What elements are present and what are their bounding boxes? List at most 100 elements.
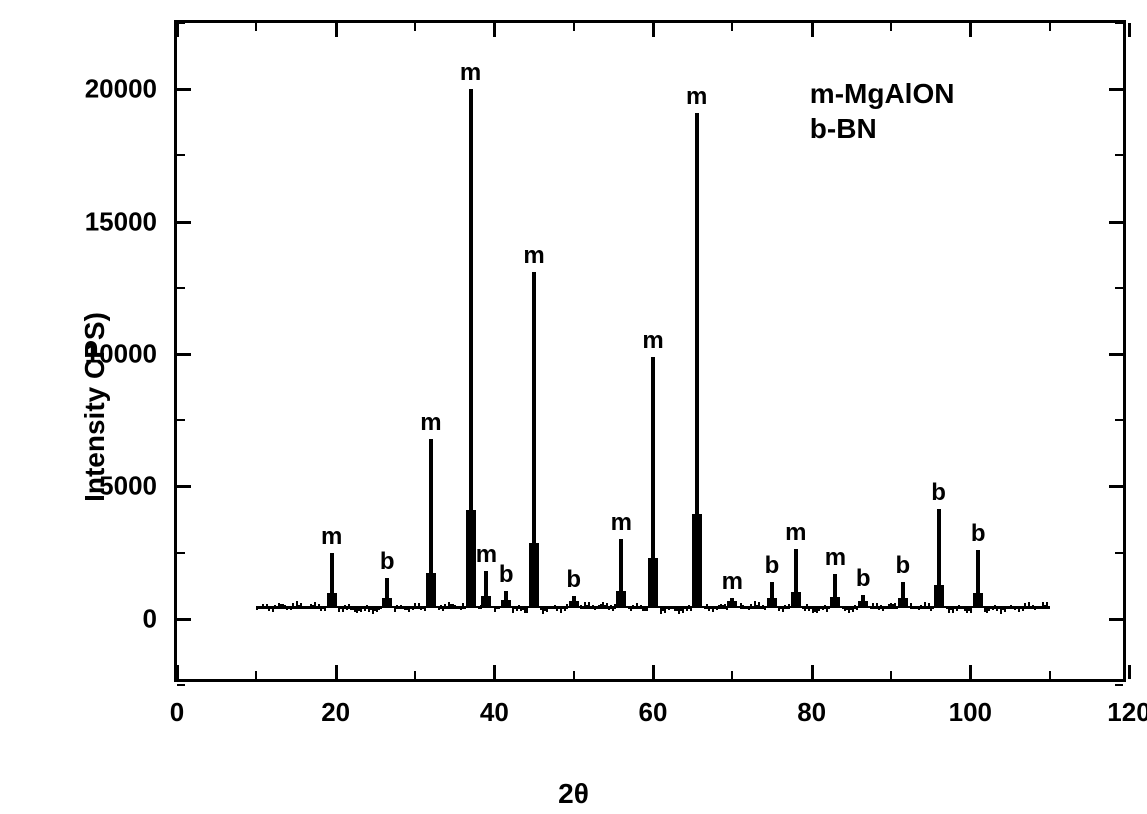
peak-label: m: [321, 523, 342, 551]
y-minor-tick: [177, 419, 185, 421]
peak-label: m: [686, 83, 707, 111]
peak-label: b: [499, 561, 514, 589]
xrd-peak-shoulder: [334, 593, 337, 607]
x-tick-label: 0: [170, 697, 184, 728]
xrd-peak-shoulder: [623, 591, 626, 607]
xrd-peak-shoulder: [426, 573, 429, 607]
xrd-peak-shoulder: [692, 514, 695, 607]
xrd-peak-shoulder: [858, 601, 861, 607]
plot-area: 02040608010012005000100001500020000mbmmm…: [174, 20, 1126, 682]
y-minor-tick: [177, 154, 185, 156]
x-minor-tick: [1049, 671, 1051, 679]
y-minor-tick: [177, 684, 185, 686]
xrd-peak-shoulder: [791, 592, 794, 606]
x-minor-tick: [1049, 23, 1051, 31]
x-minor-tick: [890, 671, 892, 679]
xrd-peak-shoulder: [576, 601, 579, 607]
xrd-peak-shoulder: [837, 597, 840, 607]
y-minor-tick: [177, 287, 185, 289]
y-minor-tick: [1115, 287, 1123, 289]
xrd-peak-shoulder: [941, 585, 944, 607]
x-minor-tick: [890, 23, 892, 31]
x-tick: [969, 665, 972, 679]
xrd-peak-shoulder: [529, 543, 532, 607]
xrd-peak-shoulder: [774, 598, 777, 607]
xrd-peak-shoulder: [830, 597, 833, 607]
legend: m-MgAlONb-BN: [810, 76, 955, 146]
xrd-peak-shoulder: [616, 591, 619, 607]
y-minor-tick: [1115, 419, 1123, 421]
x-tick: [335, 665, 338, 679]
peak-label: m: [785, 519, 806, 547]
peak-label: b: [856, 565, 871, 593]
xrd-peak-shoulder: [727, 601, 730, 607]
peak-label: m: [722, 568, 743, 596]
y-tick: [177, 485, 191, 488]
x-tick-label: 60: [639, 697, 668, 728]
peak-label: m: [523, 242, 544, 270]
y-tick-label: 10000: [85, 339, 157, 370]
y-tick-label: 5000: [99, 471, 157, 502]
xrd-peak-shoulder: [433, 573, 436, 607]
y-minor-tick: [1115, 22, 1123, 24]
y-tick: [1109, 353, 1123, 356]
peak-label: m: [476, 541, 497, 569]
xrd-peak-shoulder: [980, 593, 983, 607]
xrd-peak-shoulder: [466, 510, 469, 607]
chart-container: Intensity CPS) 2θ 0204060801001200500010…: [0, 0, 1147, 814]
y-tick-label: 0: [143, 603, 157, 634]
xrd-peak-shoulder: [648, 558, 651, 607]
xrd-peak-shoulder: [569, 601, 572, 607]
y-tick: [1109, 221, 1123, 224]
x-minor-tick: [414, 23, 416, 31]
y-minor-tick: [177, 22, 185, 24]
x-tick: [652, 23, 655, 37]
x-tick: [335, 23, 338, 37]
xrd-peak-shoulder: [934, 585, 937, 607]
x-minor-tick: [731, 671, 733, 679]
legend-line: b-BN: [810, 111, 955, 146]
xrd-peak-shoulder: [905, 598, 908, 607]
y-minor-tick: [1115, 684, 1123, 686]
x-minor-tick: [255, 671, 257, 679]
peak-label: m: [460, 59, 481, 87]
peak-label: b: [765, 552, 780, 580]
y-tick: [1109, 485, 1123, 488]
peak-label: m: [642, 327, 663, 355]
x-tick-label: 100: [949, 697, 992, 728]
y-tick: [1109, 88, 1123, 91]
x-tick: [652, 665, 655, 679]
xrd-peak-shoulder: [389, 598, 392, 607]
peak-label: b: [380, 548, 395, 576]
xrd-peak-shoulder: [327, 593, 330, 607]
x-minor-tick: [414, 671, 416, 679]
xrd-peak-shoulder: [508, 600, 511, 607]
xrd-peak-shoulder: [798, 592, 801, 606]
y-tick: [177, 221, 191, 224]
peak-label: b: [896, 552, 911, 580]
x-minor-tick: [573, 23, 575, 31]
peak-label: b: [931, 479, 946, 507]
x-tick: [969, 23, 972, 37]
x-tick: [811, 665, 814, 679]
xrd-peak-shoulder: [865, 601, 868, 607]
y-tick: [177, 88, 191, 91]
xrd-peak-shoulder: [767, 598, 770, 607]
x-tick-label: 120: [1107, 697, 1147, 728]
xrd-peak-shoulder: [973, 593, 976, 607]
y-tick-label: 20000: [85, 74, 157, 105]
x-minor-tick: [573, 671, 575, 679]
x-tick-label: 80: [797, 697, 826, 728]
x-minor-tick: [255, 23, 257, 31]
x-tick-label: 40: [480, 697, 509, 728]
xrd-peak-shoulder: [488, 596, 491, 606]
y-tick: [177, 353, 191, 356]
y-tick-label: 15000: [85, 206, 157, 237]
x-tick: [176, 23, 179, 37]
x-tick-label: 20: [321, 697, 350, 728]
x-tick: [811, 23, 814, 37]
xrd-peak-shoulder: [655, 558, 658, 607]
xrd-peak-shoulder: [382, 598, 385, 607]
x-tick: [1128, 23, 1131, 37]
peak-label: m: [611, 509, 632, 537]
